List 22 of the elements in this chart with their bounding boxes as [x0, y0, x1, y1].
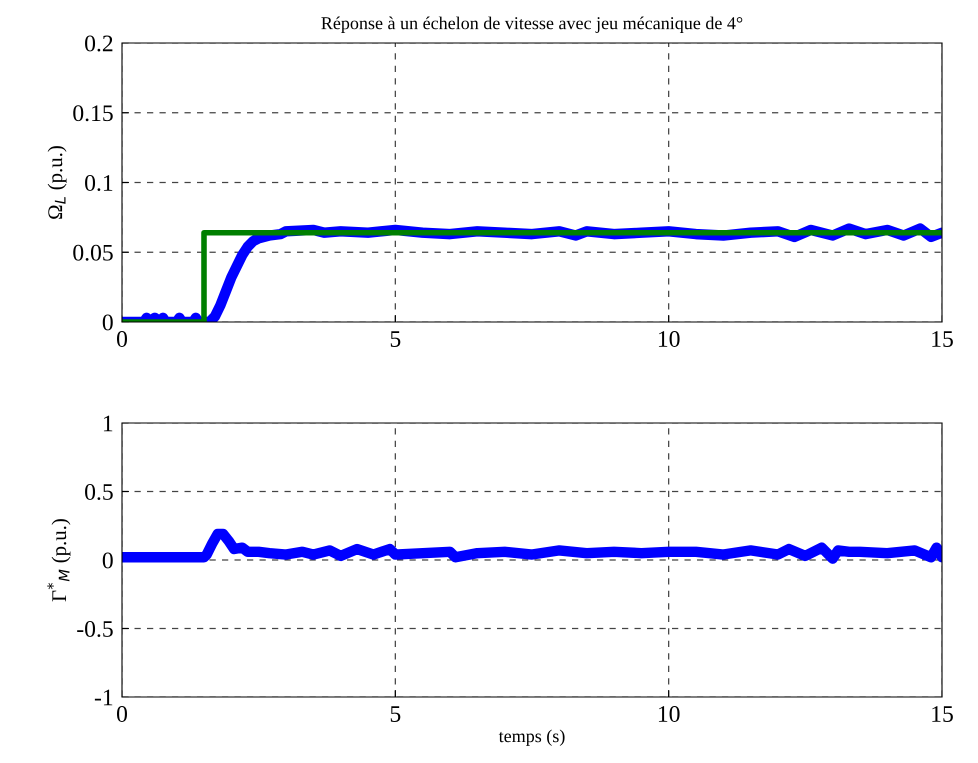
x-tick-label: 10 [658, 706, 680, 722]
x-tick-label: 15 [932, 331, 953, 347]
x-axis-title: temps (s) [498, 730, 565, 746]
y-tick-label: 0 [102, 552, 113, 568]
y-tick-label: 1 [104, 416, 112, 432]
y-axis-title: Γ$^{*}$$_{M}$ (p.u.) [47, 519, 70, 602]
y-tick-label: -0.5 [77, 620, 113, 638]
y-tick-label: 0.15 [73, 105, 113, 122]
x-tick-label: 15 [932, 706, 953, 722]
x-tick-label: 0 [116, 331, 128, 347]
y-tick-label: 0.2 [85, 35, 112, 52]
y-tick-label: 0.05 [73, 244, 113, 261]
y-tick-label: -1 [94, 690, 112, 706]
x-tick-label: 0 [116, 706, 128, 722]
x-tick-label: 5 [390, 706, 400, 722]
y-axis-title: Ω$_{L}$ (p.u.) [48, 146, 67, 219]
chart-title: Réponse à un échelon de vitesse avec jeu mécanique de 4° [321, 16, 742, 33]
x-tick-label: 5 [390, 331, 400, 347]
y-tick-label: 0.1 [85, 174, 112, 192]
x-tick-label: 10 [658, 331, 680, 347]
y-tick-label: 0.5 [85, 484, 113, 500]
y-tick-label: 0 [102, 314, 113, 330]
